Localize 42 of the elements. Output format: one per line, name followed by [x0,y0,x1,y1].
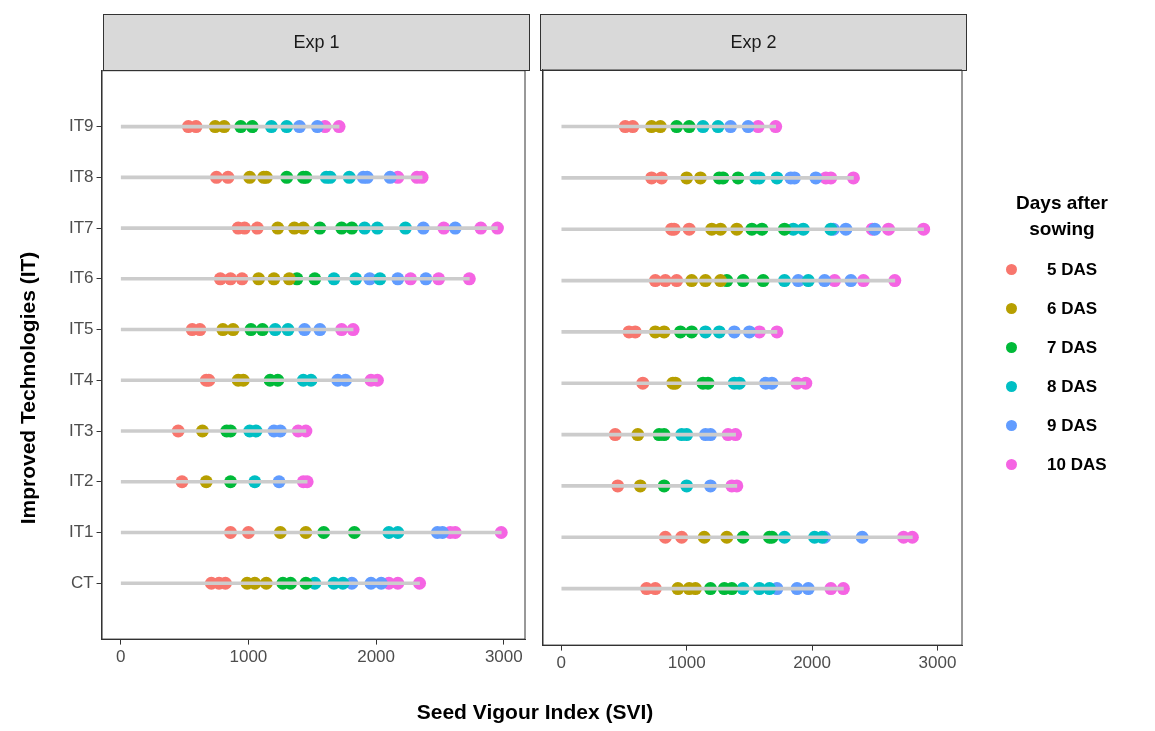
bar [120,276,470,281]
legend-label: 5 DAS [1047,259,1098,280]
x-tick-label: 0 [115,647,126,667]
chart-title: Exp 1 [103,14,530,71]
x-tick-label: 3000 [918,653,957,673]
y-tick-label: CT [70,572,94,592]
x-tick-label: 0 [556,653,567,673]
bar [561,381,807,386]
x-axis-title: Seed Vigour Index (SVI) [415,700,655,724]
y-tick-label: IT5 [69,319,94,339]
x-tick-label: 2000 [793,653,831,673]
y-tick-label: IT1 [69,522,94,542]
y-tick-label: IT7 [69,217,94,237]
legend-title: Days after sowing [1015,191,1109,241]
bar [120,175,423,180]
legend-label: 8 DAS [1047,376,1098,397]
chart-title: Exp 2 [540,14,967,71]
bar [120,378,378,383]
y-axis-title: Improved Technologies (IT) [16,251,40,525]
bar [120,479,308,484]
y-tick-label: IT9 [69,116,94,136]
bar [561,484,738,488]
y-tick-label: IT6 [69,268,94,288]
bar [120,429,307,433]
legend-label: 7 DAS [1047,337,1098,358]
y-tick-label: IT8 [69,167,94,186]
y-tick-label: IT4 [69,369,94,389]
legend-label: 10 DAS [1047,454,1107,475]
bar [561,176,854,180]
x-tick-label: 3000 [484,647,523,667]
legend-label: 9 DAS [1047,415,1098,436]
x-tick-label: 2000 [357,647,396,667]
legend-label: 6 DAS [1047,298,1098,319]
y-tick-label: IT2 [69,471,94,491]
bar [561,227,924,232]
x-tick-label: 1000 [667,653,706,673]
bar [120,226,498,230]
x-tick-label: 1000 [229,647,268,667]
bar [120,581,420,586]
bar [561,330,778,334]
y-tick-label: IT3 [69,420,94,440]
bar [561,535,913,540]
